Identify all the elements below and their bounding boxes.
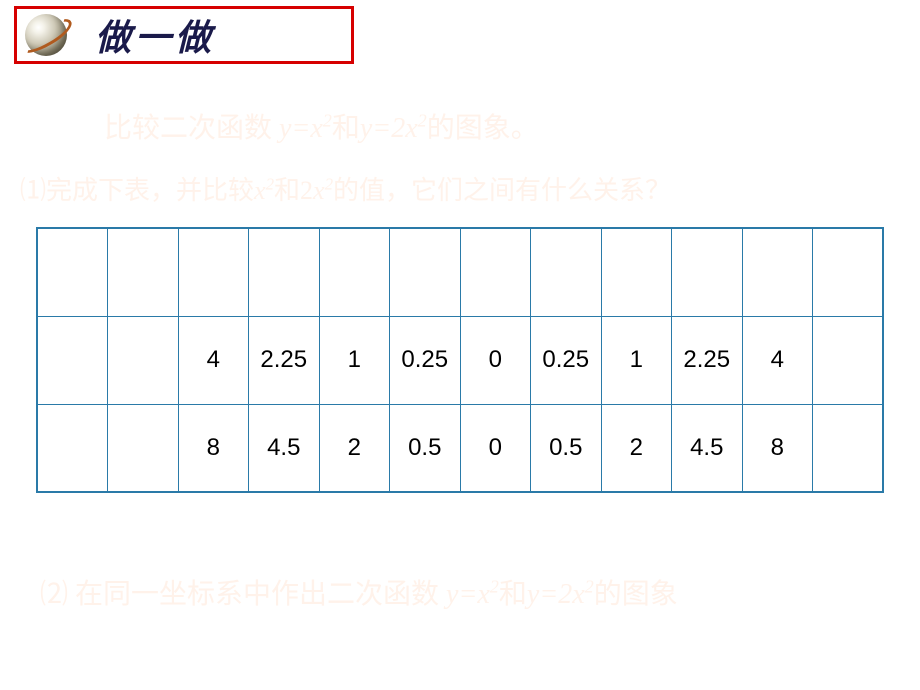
txt: 在同一坐标系中作出二次函数: [68, 579, 446, 610]
cell: [601, 228, 672, 316]
table-row: [37, 228, 883, 316]
intro-line: 比较二次函数 y=x2和y=2x2的图象。: [104, 106, 539, 146]
cell: [319, 228, 390, 316]
fx: x: [313, 176, 325, 205]
fx: x: [254, 176, 266, 205]
cell: 2: [601, 404, 672, 492]
cell: [108, 316, 179, 404]
cell: [390, 228, 461, 316]
question-2: ⑵ 在同一坐标系中作出二次函数 y=x2和y=2x2的图象: [40, 572, 678, 612]
fx2: 2x: [391, 113, 417, 144]
cell: [460, 228, 531, 316]
txt: 和: [499, 579, 527, 610]
sphere-icon: [17, 9, 75, 61]
cell: 0: [460, 316, 531, 404]
txt: 和: [332, 113, 360, 144]
txt: 的图象。: [427, 113, 539, 144]
cell: [672, 228, 743, 316]
value-table: 4 2.25 1 0.25 0 0.25 1 2.25 4 8 4.5 2 0.…: [36, 227, 884, 493]
header-title: 做一做: [95, 9, 215, 61]
cell: [178, 228, 249, 316]
txt: 的值，它们之间有什么关系？: [333, 176, 671, 205]
fx: y=: [527, 579, 558, 610]
cell: [531, 228, 602, 316]
cell: 1: [319, 316, 390, 404]
cell: [742, 228, 813, 316]
txt: 比较二次函数: [104, 113, 272, 144]
cell: 2: [319, 404, 390, 492]
cell: [813, 316, 884, 404]
cell: [37, 404, 108, 492]
cell: [813, 404, 884, 492]
cell: [108, 404, 179, 492]
cell: 2.25: [249, 316, 320, 404]
cell: 0: [460, 404, 531, 492]
txt: 的图象: [594, 579, 678, 610]
cell: 2.25: [672, 316, 743, 404]
cell: 0.5: [531, 404, 602, 492]
question-1: ⑴完成下表，并比较x2和2x2的值，它们之间有什么关系？: [20, 170, 671, 207]
cell: 0.25: [531, 316, 602, 404]
cell: 0.25: [390, 316, 461, 404]
cell: 8: [178, 404, 249, 492]
cell: 4: [178, 316, 249, 404]
cell: [37, 228, 108, 316]
cell: 4: [742, 316, 813, 404]
table-row: 8 4.5 2 0.5 0 0.5 2 4.5 8: [37, 404, 883, 492]
cell: [37, 316, 108, 404]
cell: 4.5: [249, 404, 320, 492]
cell: 4.5: [672, 404, 743, 492]
fx: 2x: [558, 579, 584, 610]
txt: 和2: [274, 176, 313, 205]
table-row: 4 2.25 1 0.25 0 0.25 1 2.25 4: [37, 316, 883, 404]
q1-num: ⑴: [20, 176, 46, 205]
fx1: y=x: [272, 113, 323, 144]
q2-num: ⑵: [40, 579, 68, 610]
fx: y=: [360, 113, 391, 144]
cell: [249, 228, 320, 316]
txt: 完成下表，并比较: [46, 176, 254, 205]
header-box: 做一做: [14, 6, 354, 64]
cell: 0.5: [390, 404, 461, 492]
cell: 8: [742, 404, 813, 492]
cell: [108, 228, 179, 316]
fx: y=x: [446, 579, 490, 610]
cell: [813, 228, 884, 316]
cell: 1: [601, 316, 672, 404]
table: 4 2.25 1 0.25 0 0.25 1 2.25 4 8 4.5 2 0.…: [36, 227, 884, 493]
